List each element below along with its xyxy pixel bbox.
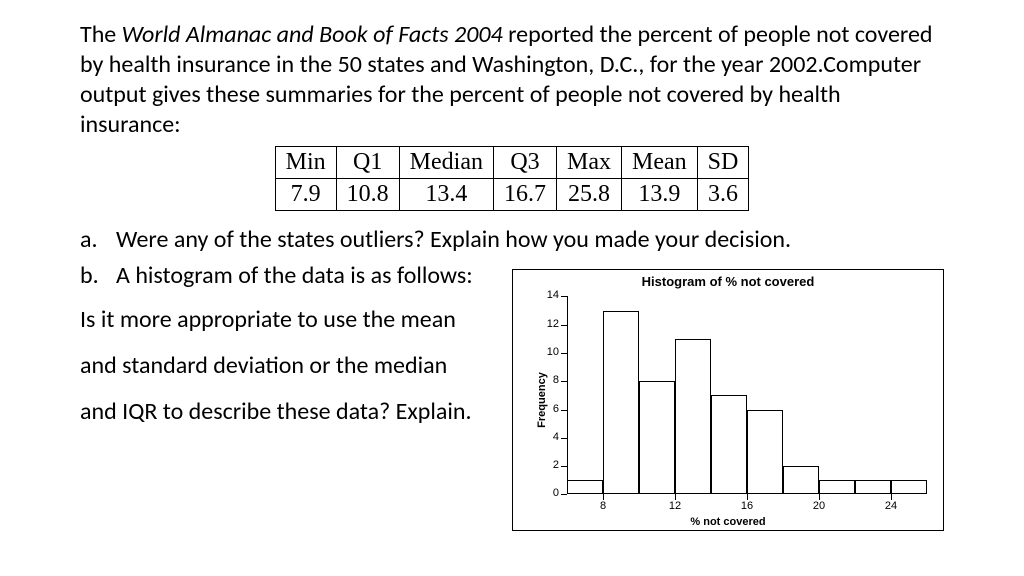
y-tick: [561, 438, 567, 439]
th-median: Median: [399, 147, 493, 179]
td-sd: 3.6: [697, 179, 749, 211]
histogram-xlabel: % not covered: [513, 516, 943, 530]
x-tick-label: 12: [669, 500, 681, 514]
y-tick-label: 2: [553, 459, 559, 473]
y-tick: [561, 325, 567, 326]
y-tick-label: 8: [553, 374, 559, 388]
y-tick-label: 10: [547, 346, 559, 360]
histogram: Histogram of % not covered Frequency % n…: [512, 269, 944, 531]
x-tick-label: 8: [600, 500, 606, 514]
td-max: 25.8: [556, 179, 621, 211]
y-tick-label: 14: [547, 290, 559, 304]
y-tick: [561, 353, 567, 354]
table-header-row: Min Q1 Median Q3 Max Mean SD: [275, 147, 749, 179]
histogram-bar: [855, 480, 891, 494]
histogram-bar: [891, 480, 927, 494]
y-tick: [561, 494, 567, 495]
q-b-text: A histogram of the data is as follows:: [116, 261, 512, 291]
intro-paragraph: The World Almanac and Book of Facts 2004…: [80, 20, 944, 140]
questions-block: a. Were any of the states outliers? Expl…: [80, 225, 944, 531]
x-tick-label: 20: [813, 500, 825, 514]
histogram-plot-area: 02468101214812162024: [567, 296, 927, 494]
q-a-label: a.: [80, 225, 116, 255]
intro-ital: World Almanac and Book of Facts 2004: [122, 20, 503, 49]
intro-part1: The: [80, 20, 122, 49]
histogram-bar: [783, 466, 819, 494]
y-tick-label: 0: [553, 488, 559, 502]
y-tick: [561, 296, 567, 297]
td-q3: 16.7: [493, 179, 556, 211]
y-axis: [567, 296, 568, 494]
q-b-label: b.: [80, 261, 116, 291]
follow-l1: Is it more appropriate to use the mean: [80, 297, 512, 343]
th-sd: SD: [697, 147, 749, 179]
x-tick-label: 16: [741, 500, 753, 514]
follow-l3: and IQR to describe these data? Explain.: [80, 389, 512, 435]
y-tick: [561, 466, 567, 467]
th-q3: Q3: [493, 147, 556, 179]
x-tick-label: 24: [885, 500, 897, 514]
summary-table: Min Q1 Median Q3 Max Mean SD 7.9 10.8 13…: [275, 146, 750, 211]
histogram-bar: [711, 395, 747, 494]
histogram-ylabel: Frequency: [536, 373, 550, 429]
followup-block: Is it more appropriate to use the mean a…: [80, 297, 512, 434]
y-tick: [561, 410, 567, 411]
y-tick-label: 4: [553, 431, 559, 445]
histogram-bar: [603, 311, 639, 495]
histogram-bar: [819, 480, 855, 494]
td-mean: 13.9: [621, 179, 697, 211]
histogram-bar: [639, 381, 675, 494]
y-tick-label: 12: [547, 318, 559, 332]
q-a-text: Were any of the states outliers? Explain…: [116, 225, 944, 255]
td-min: 7.9: [275, 179, 336, 211]
histogram-bar: [567, 480, 603, 494]
th-max: Max: [556, 147, 621, 179]
y-tick: [561, 381, 567, 382]
th-q1: Q1: [336, 147, 399, 179]
histogram-title: Histogram of % not covered: [513, 274, 943, 290]
th-min: Min: [275, 147, 336, 179]
th-mean: Mean: [621, 147, 697, 179]
follow-l2: and standard deviation or the median: [80, 343, 512, 389]
y-tick-label: 6: [553, 403, 559, 417]
td-median: 13.4: [399, 179, 493, 211]
histogram-bar: [675, 339, 711, 495]
td-q1: 10.8: [336, 179, 399, 211]
table-value-row: 7.9 10.8 13.4 16.7 25.8 13.9 3.6: [275, 179, 749, 211]
histogram-bar: [747, 410, 783, 495]
